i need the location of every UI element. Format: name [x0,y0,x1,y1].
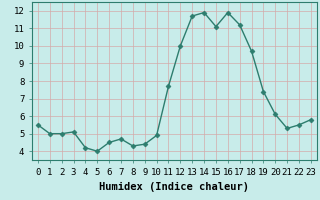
X-axis label: Humidex (Indice chaleur): Humidex (Indice chaleur) [100,182,249,192]
